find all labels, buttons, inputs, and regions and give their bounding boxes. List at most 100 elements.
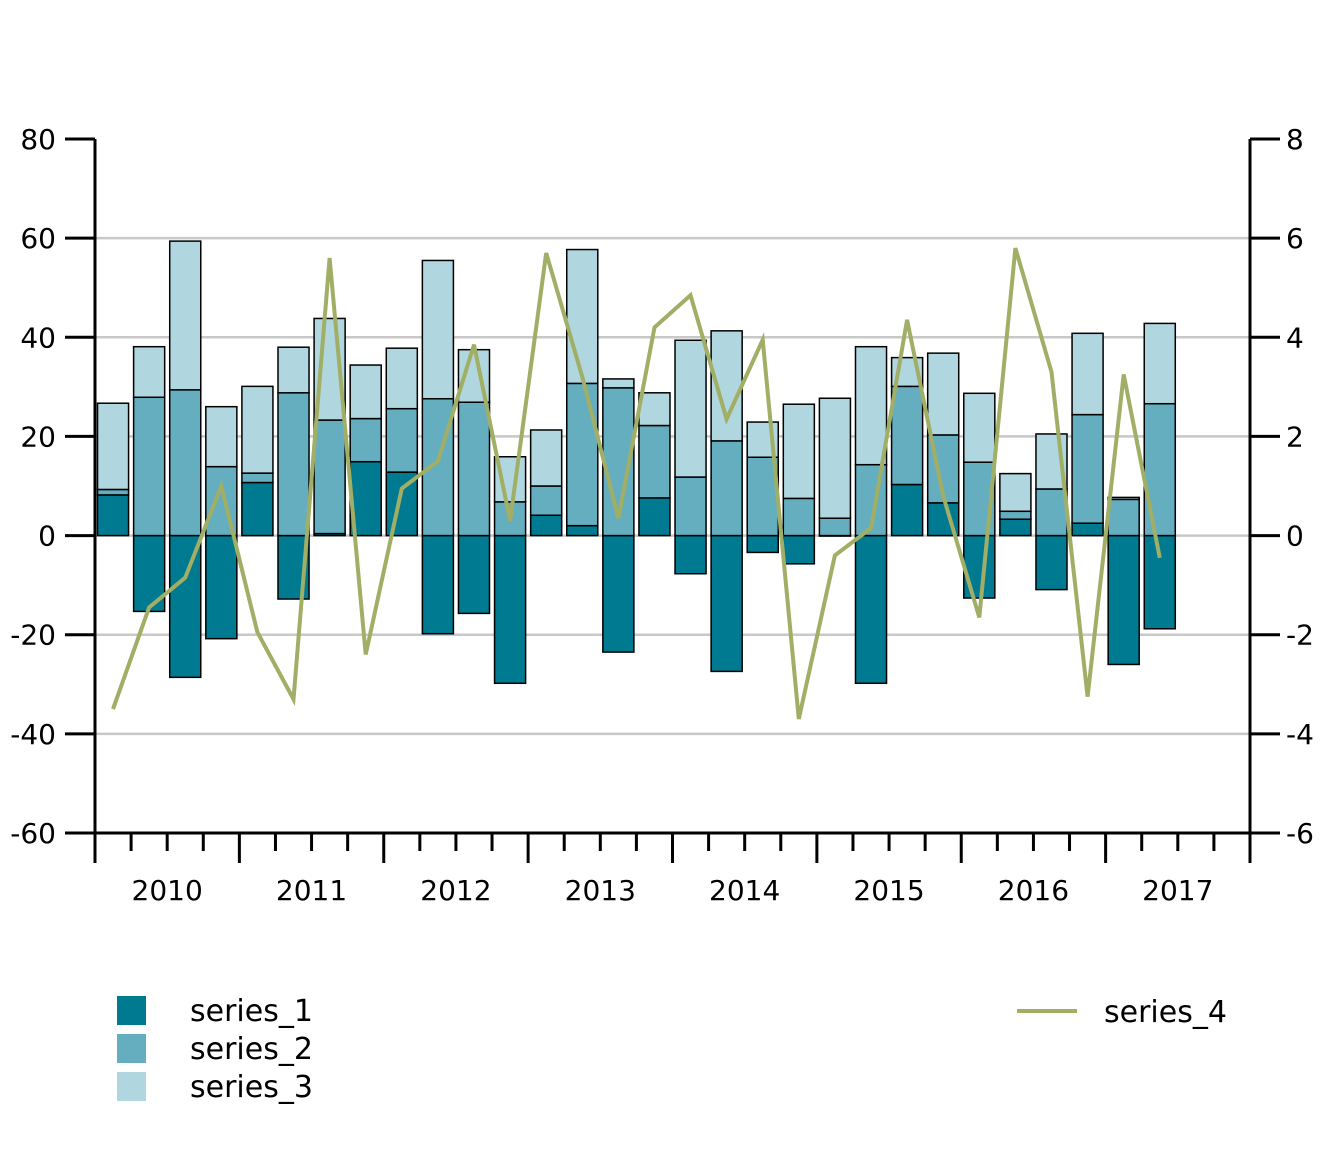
bar-series-1-26 [1035, 534, 1068, 591]
bar-series-1-13 [565, 524, 599, 537]
legend-label-series-1: series_1 [190, 994, 313, 1029]
bar-series-1-22 [890, 483, 924, 537]
bar-series-1-15 [638, 497, 671, 537]
bar-series-2-12 [529, 485, 563, 516]
bar-series-2-16 [674, 476, 707, 537]
bar-series-1-0 [96, 494, 130, 537]
left-tick-label: 0 [38, 520, 56, 553]
bar-series-3-9 [421, 259, 455, 400]
bar-series-2-27 [1071, 413, 1104, 524]
bar-series-2-5 [277, 392, 310, 537]
right-tick-label: 8 [1286, 123, 1304, 156]
bar-series-3-24 [963, 392, 996, 463]
bar-series-3-4 [241, 385, 274, 474]
bar-series-1-28 [1107, 534, 1140, 666]
bar-series-1-19 [782, 534, 816, 565]
right-tick-label: 6 [1286, 222, 1304, 255]
bar-series-2-4 [241, 472, 274, 484]
bar-series-1-27 [1071, 522, 1104, 537]
bar-series-3-20 [818, 397, 852, 519]
bar-series-3-15 [638, 392, 671, 427]
bar-series-3-25 [999, 472, 1032, 513]
bar-series-3-0 [96, 402, 130, 491]
bar-series-1-11 [493, 534, 527, 685]
bar-series-3-21 [854, 345, 888, 466]
bar-series-2-6 [313, 419, 346, 535]
x-tick-label: 2010 [132, 874, 203, 907]
right-tick-label: -4 [1286, 718, 1314, 751]
right-tick-label: -6 [1286, 817, 1314, 850]
bars [96, 240, 1177, 685]
bar-series-3-7 [349, 364, 382, 420]
bar-series-1-21 [854, 534, 888, 685]
bar-series-1-3 [205, 534, 238, 640]
legend-label-series-3: series_3 [190, 1070, 313, 1105]
bar-series-2-13 [565, 382, 599, 527]
bar-series-3-16 [674, 339, 707, 478]
bar-series-1-16 [674, 534, 707, 575]
right-tick-label: 2 [1286, 420, 1304, 453]
legend-swatch-series-2 [117, 1034, 146, 1063]
bar-series-2-25 [999, 510, 1032, 520]
bar-series-2-29 [1143, 402, 1177, 537]
bar-series-1-12 [529, 514, 563, 537]
bar-series-2-10 [457, 401, 491, 537]
bar-series-1-25 [999, 518, 1032, 537]
series-4-line [111, 247, 1162, 720]
bar-series-2-22 [890, 385, 924, 486]
legend-swatch-series-3 [117, 1072, 146, 1101]
bar-series-3-27 [1071, 332, 1104, 416]
bar-series-3-12 [529, 429, 563, 487]
x-tick-label: 2011 [276, 874, 347, 907]
bar-series-3-19 [782, 403, 816, 500]
bar-series-2-0 [96, 488, 130, 496]
bar-series-3-2 [168, 240, 202, 391]
bar-series-1-14 [602, 534, 635, 653]
bar-series-1-18 [746, 534, 780, 554]
legend-label-series-2: series_2 [190, 1032, 313, 1067]
x-tick-label: 2016 [998, 874, 1069, 907]
bar-series-2-19 [782, 497, 816, 537]
left-tick-label: 40 [20, 321, 56, 354]
bar-series-2-15 [638, 424, 671, 499]
bar-series-2-1 [132, 396, 166, 537]
right-tick-label: 4 [1286, 321, 1304, 354]
bar-series-3-13 [565, 248, 599, 385]
bar-series-2-8 [385, 407, 419, 473]
bar-series-3-3 [205, 405, 238, 468]
bar-series-2-20 [818, 517, 852, 537]
bar-series-3-1 [132, 345, 166, 399]
legend-label-series-4: series_4 [1104, 995, 1227, 1030]
left-tick-label: 60 [20, 222, 56, 255]
x-tick-label: 2015 [853, 874, 924, 907]
bar-series-1-9 [421, 534, 455, 635]
right-tick-label: 0 [1286, 520, 1304, 553]
right-tick-label: -2 [1286, 619, 1314, 652]
x-tick-label: 2014 [709, 874, 780, 907]
bar-series-3-29 [1143, 322, 1177, 405]
left-tick-label: -20 [10, 619, 56, 652]
legend-swatch-series-1 [117, 996, 146, 1025]
bar-series-2-28 [1107, 498, 1140, 537]
bar-series-2-7 [349, 417, 382, 463]
bar-series-1-24 [963, 534, 996, 599]
left-tick-label: -60 [10, 817, 56, 850]
bar-series-3-28 [1107, 496, 1140, 501]
bar-series-1-2 [168, 534, 202, 679]
bar-series-3-23 [926, 352, 960, 436]
left-tick-label: 20 [20, 420, 56, 453]
x-tick-label: 2012 [420, 874, 491, 907]
bar-series-1-10 [457, 534, 491, 615]
bar-series-1-4 [241, 481, 274, 537]
bar-series-3-14 [602, 378, 635, 389]
bar-series-2-2 [168, 389, 202, 537]
bar-series-2-17 [710, 440, 743, 537]
bar-series-1-17 [710, 534, 743, 673]
bar-series-3-5 [277, 346, 310, 394]
left-tick-label: -40 [10, 718, 56, 751]
bar-series-3-8 [385, 347, 419, 410]
left-tick-label: 80 [20, 123, 56, 156]
x-tick-label: 2013 [565, 874, 636, 907]
